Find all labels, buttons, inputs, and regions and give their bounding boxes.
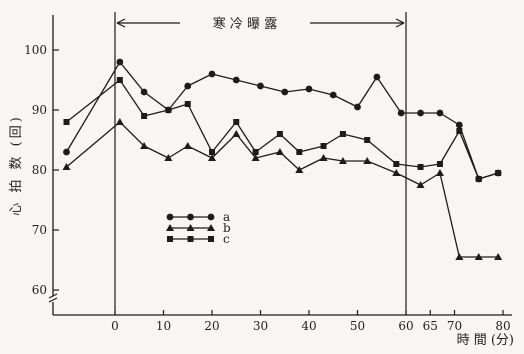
data-point-c — [209, 149, 215, 155]
data-point-c — [393, 161, 400, 167]
data-point-b — [115, 118, 124, 125]
data-point-a — [140, 88, 148, 96]
legend-marker-c — [167, 236, 173, 242]
data-point-b — [183, 142, 192, 149]
legend-marker-b — [186, 224, 195, 231]
data-point-b — [208, 154, 216, 161]
data-point-b — [455, 253, 464, 260]
x-tick-label: 70 — [447, 319, 462, 333]
legend-label-b: b — [223, 221, 231, 235]
data-point-b — [164, 154, 173, 161]
data-point-a — [455, 121, 463, 129]
chart-axes: 60 70 80 90 100 0 10 20 30 40 50 60 65 70 80 — [24, 12, 512, 333]
x-tick-label: 30 — [253, 319, 268, 333]
data-point-a — [329, 91, 337, 99]
legend: abc — [166, 210, 231, 246]
y-axis-label: 心 拍 数 (回) — [9, 114, 24, 216]
data-point-c — [320, 143, 327, 149]
y-tick-label: 80 — [32, 163, 47, 177]
data-point-c — [233, 119, 240, 125]
data-point-b — [251, 154, 260, 161]
data-point-a — [257, 82, 264, 90]
x-tick-label: 80 — [495, 319, 510, 333]
data-point-c — [475, 176, 482, 182]
x-tick-label: 0 — [111, 319, 119, 333]
data-point-b — [232, 130, 241, 137]
legend-marker-a — [187, 213, 194, 221]
data-point-b — [275, 148, 284, 155]
data-point-a — [354, 103, 361, 111]
data-point-a — [184, 82, 192, 90]
data-point-b — [319, 154, 328, 161]
x-axis-label: 時 間 (分) — [457, 333, 514, 348]
legend-marker-a — [166, 213, 174, 221]
exposure-annotation: 寒 冷 曝 露 — [213, 16, 277, 32]
data-point-a — [436, 109, 444, 117]
data-point-c — [436, 161, 443, 167]
data-point-c — [339, 131, 346, 137]
data-point-b — [62, 163, 71, 170]
data-point-a — [208, 70, 216, 78]
data-point-b — [474, 253, 483, 260]
x-tick-label: 65 — [423, 319, 438, 333]
data-point-c — [63, 119, 70, 125]
legend-label-a: a — [223, 210, 230, 224]
data-point-a — [305, 85, 313, 93]
legend-marker-c — [187, 236, 194, 242]
legend-marker-b — [166, 224, 174, 231]
y-axis-break — [48, 293, 58, 303]
data-point-a — [417, 109, 424, 117]
data-point-c — [364, 137, 371, 143]
data-point-b — [140, 142, 149, 149]
exposure-arrowhead-right — [395, 18, 405, 28]
series-line-c — [66, 79, 499, 180]
data-point-c — [141, 113, 148, 119]
data-point-c — [276, 131, 283, 137]
data-point-a — [63, 148, 70, 156]
legend-marker-b — [207, 224, 215, 231]
data-point-b — [435, 169, 444, 176]
data-point-b — [295, 166, 304, 173]
data-point-b — [392, 169, 401, 176]
x-tick-label: 60 — [398, 319, 413, 333]
data-point-b — [416, 181, 425, 188]
x-tick-label: 40 — [301, 319, 316, 333]
series-line-a — [65, 61, 499, 180]
data-point-c — [456, 128, 463, 134]
legend-label-c: c — [223, 232, 230, 246]
data-point-c — [184, 101, 191, 107]
exposure-arrowhead-left — [116, 18, 126, 28]
data-point-a — [116, 58, 124, 66]
data-point-b — [494, 253, 503, 260]
legend-marker-c — [208, 236, 214, 242]
data-point-c — [417, 164, 424, 170]
data-point-c — [165, 107, 172, 113]
data-point-c — [116, 77, 123, 83]
data-point-a — [281, 88, 289, 96]
y-tick-label: 60 — [32, 283, 47, 297]
y-tick-label: 100 — [24, 43, 47, 57]
series-markers — [62, 58, 503, 260]
data-point-a — [397, 109, 405, 117]
x-tick-label: 10 — [156, 319, 171, 333]
data-point-c — [296, 149, 303, 155]
x-tick-label: 20 — [204, 319, 219, 333]
data-point-a — [232, 76, 240, 84]
y-tick-label: 90 — [32, 103, 47, 117]
y-tick-label: 70 — [32, 223, 47, 237]
x-tick-label: 50 — [350, 319, 365, 333]
data-point-a — [373, 73, 381, 81]
data-point-b — [338, 157, 347, 164]
series-line-b — [66, 121, 499, 258]
data-point-c — [495, 170, 502, 176]
legend-marker-a — [207, 213, 215, 221]
data-point-b — [363, 157, 372, 164]
data-point-c — [252, 149, 259, 155]
